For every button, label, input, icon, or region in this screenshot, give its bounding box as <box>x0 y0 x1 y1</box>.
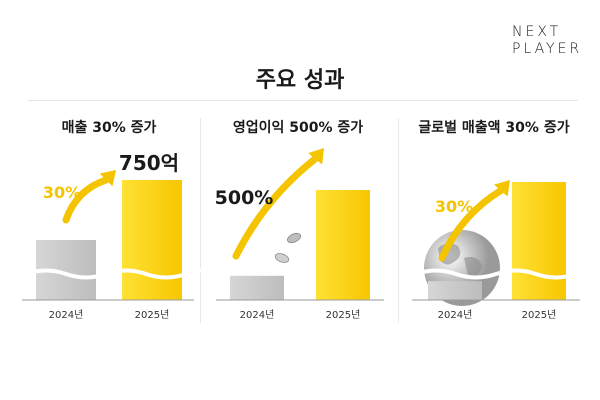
growth-label: 30% <box>43 183 81 202</box>
bar-2025년 <box>316 190 370 300</box>
value-label: 750억 <box>119 151 179 175</box>
chart-title: 글로벌 매출액 30% 증가 <box>418 119 569 136</box>
chart-title: 영업이익 500% 증가 <box>233 119 363 136</box>
growth-label: 30% <box>435 197 473 216</box>
x-tick-label: 2024년 <box>240 309 275 321</box>
panel-separator <box>200 118 201 323</box>
coin-icon <box>287 232 301 244</box>
chart-title: 매출 30% 증가 <box>62 119 157 136</box>
growth-arrow <box>62 176 110 224</box>
bar-2025년 <box>122 180 182 300</box>
chart-panel-global-revenue: 2024년 2025년 글로벌 매출액 30% 증가 30% <box>402 108 600 328</box>
x-tick-label: 2025년 <box>326 309 361 321</box>
x-tick-label: 2024년 <box>438 309 473 321</box>
growth-arrow-head <box>494 180 510 197</box>
x-tick-label: 2025년 <box>522 309 557 321</box>
title-divider <box>28 100 578 101</box>
bar-2024년 <box>230 275 284 300</box>
chart-operating-profit: 2024년 2025년 영업이익 500% 증가 500% <box>215 119 384 321</box>
growth-arrow-head <box>308 148 324 165</box>
axis-break <box>415 268 600 280</box>
chart-revenue: 2024년 2025년 매출 30% 증가 750억 30% <box>22 119 218 321</box>
growth-arrow-head <box>99 170 116 187</box>
growth-arrow <box>438 187 505 262</box>
bar-2024년 <box>428 281 482 300</box>
growth-label: 500% <box>215 187 274 209</box>
x-tick-label: 2024년 <box>49 309 84 321</box>
page-title: 주요 성과 <box>255 68 345 93</box>
chart-panel-operating-profit: 2024년 2025년 영업이익 500% 증가 500% <box>206 108 396 328</box>
panel-separator <box>398 118 399 323</box>
logo-line-2: PLAYER <box>512 41 583 57</box>
coin-icon <box>274 253 290 263</box>
logo-line-1: NEXT <box>512 24 562 40</box>
bar-2025년 <box>512 182 566 300</box>
logo: NEXT PLAYER <box>512 24 592 58</box>
chart-panel-revenue: 2024년 2025년 매출 30% 증가 750억 30% <box>14 108 218 328</box>
growth-arrow <box>232 155 319 260</box>
globe-continents <box>438 243 482 277</box>
axis-break <box>25 268 218 280</box>
x-tick-label: 2025년 <box>135 309 170 321</box>
chart-global-revenue: 2024년 2025년 글로벌 매출액 30% 증가 30% <box>412 119 600 321</box>
